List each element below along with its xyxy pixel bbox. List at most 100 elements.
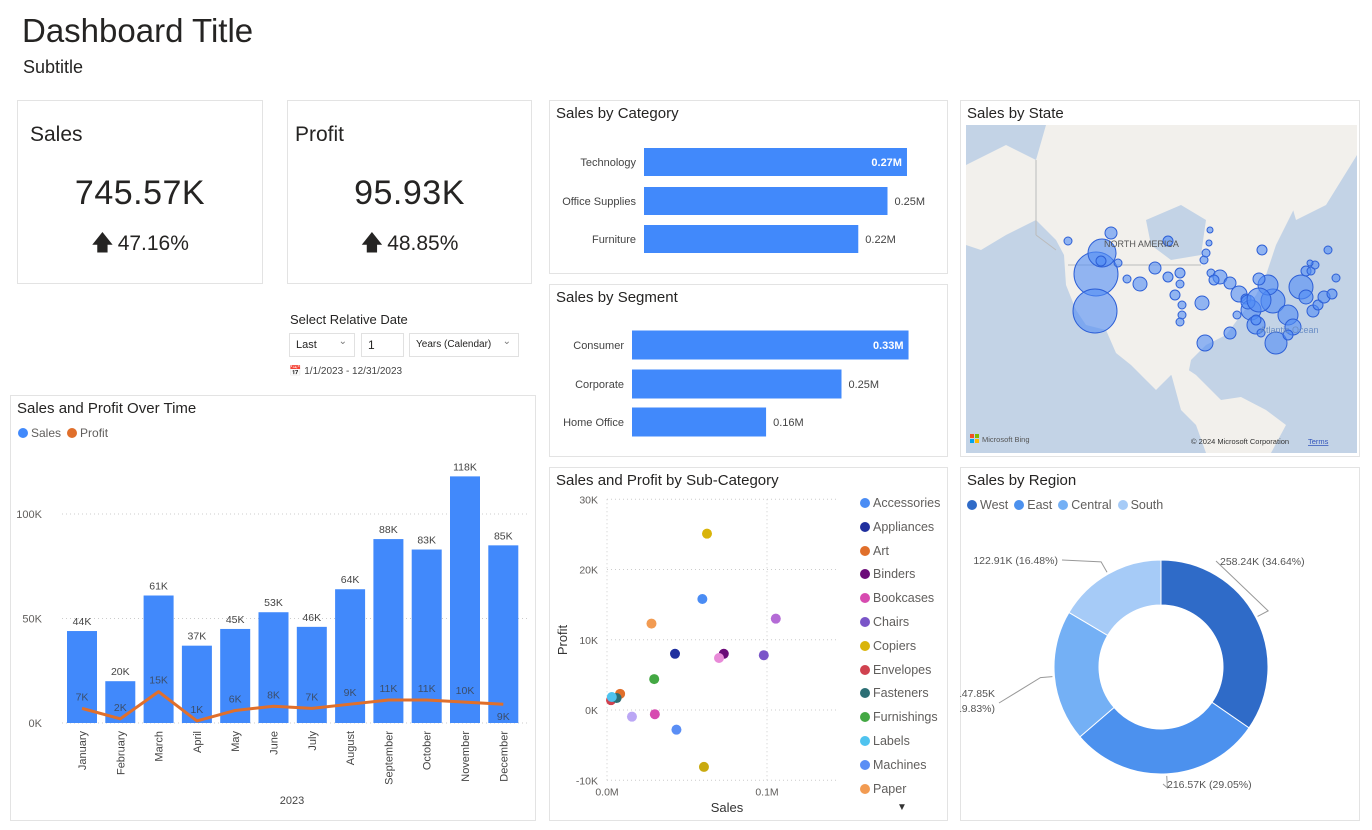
leader-line [1215,560,1270,617]
profit-kpi-card[interactable]: Profit 95.93K 🡅 48.85% [287,100,532,284]
line-data-label: 10K [456,685,475,697]
legend-scroll-down-icon[interactable]: ▼ [897,802,907,813]
x-tick-label: January [77,731,89,771]
bar-data-label: 88K [379,524,398,536]
scatter-point-copiers [702,528,712,539]
legend-item-fasteners[interactable]: Fasteners [860,686,940,710]
legend-item-furnishings[interactable]: Furnishings [860,710,940,734]
legend-item-art[interactable]: Art [860,544,940,568]
line-data-label: 11K [379,683,397,695]
map-canvas[interactable]: NORTH AMERICA Atlantic Ocean Microsoft B… [966,125,1357,453]
line-data-label: 8K [267,689,280,701]
bar-data-label: 118K [453,461,477,473]
y-tick-label: 20K [579,565,598,577]
bar-data-label: 85K [494,530,513,542]
slice-data-label: 258.24K (34.64%) [1220,556,1305,568]
bar-data-label: 53K [264,597,283,609]
state-bubble [1063,236,1073,246]
bar-december [488,545,519,723]
slice-data-label: 147.85K [960,688,995,700]
state-bubble [1104,226,1118,240]
sales-kpi-card[interactable]: Sales 745.57K 🡅 47.16% [17,100,263,284]
legend-label: Accessories [873,496,941,510]
date-range-text: 1/1/2023 - 12/31/2023 [304,366,403,377]
legend-item-east[interactable]: East [1014,498,1052,512]
state-bubble [1201,248,1211,258]
legend-dot-icon [860,783,870,794]
sales-profit-over-time-chart[interactable]: Sales and Profit Over Time Sales Profit [10,395,536,821]
line-data-label: 6K [229,693,242,705]
chart-legend: Sales Profit [18,426,108,440]
legend-item-machines[interactable]: Machines [860,758,940,782]
legend-item-central[interactable]: Central [1058,498,1112,512]
relative-unit-dropdown[interactable]: Years (Calendar) ⌄ [409,333,519,357]
legend-item-copiers[interactable]: Copiers [860,639,940,663]
legend-item-paper[interactable]: Paper [860,782,940,806]
sales-profit-subcategory-chart[interactable]: Sales and Profit by Sub-Category Accesso… [549,467,948,821]
relative-count-input[interactable]: 1 [361,333,404,357]
slice-data-label: 122.91K (16.48%) [973,555,1058,567]
bar-june [258,612,289,723]
legend-item-bookcases[interactable]: Bookcases [860,591,940,615]
legend-item-west[interactable]: West [967,498,1008,512]
date-range: 📅 1/1/2023 - 12/31/2023 [289,366,402,377]
time-chart-plot: 0K 50K 100K 44K 7K January 20K 2K February 61K 15K… [16,461,530,807]
chart-legend: West East Central South [967,498,1163,512]
scatter-legend: Accessories Appliances Art Binders Bookcases… [860,496,940,805]
legend-dot-icon [860,593,870,604]
relative-mode-dropdown[interactable]: Last ⌄ [289,333,355,357]
legend-item-south[interactable]: South [1117,498,1163,512]
line-data-label: 9K [344,687,357,699]
legend-item-envelopes[interactable]: Envelopes [860,663,940,687]
bar-data-label: 37K [188,631,207,643]
legend-label: Bookcases [873,591,935,606]
state-bubble [1162,271,1174,283]
legend-dot-icon [1058,500,1069,510]
x-tick-label: October [422,731,434,770]
bar-data-label: 0.25M [895,196,926,208]
bar-march [143,595,174,723]
x-tick-label: November [460,731,472,782]
slicer-title: Select Relative Date [290,312,408,327]
state-bubble [1282,329,1294,341]
legend-label: Central [1071,498,1112,512]
legend-item-appliances[interactable]: Appliances [860,520,940,544]
bar-january [67,631,97,723]
kpi-label: Profit [295,123,345,146]
state-bubble [1162,235,1174,247]
state-bubble [1306,259,1314,267]
legend-item-chairs[interactable]: Chairs [860,615,940,639]
state-bubble [1205,239,1213,247]
map-terms-link[interactable]: Terms [1308,437,1329,446]
legend-item-accessories[interactable]: Accessories [860,496,940,520]
legend-item-sales[interactable]: Sales [18,426,61,440]
state-bubble [1323,245,1333,255]
legend-label: Copiers [873,638,917,653]
x-tick-label: March [154,731,166,762]
legend-dot-icon [860,640,870,651]
legend-item-binders[interactable]: Binders [860,567,940,591]
state-bubble [1175,317,1185,327]
legend-dot-icon [1117,500,1128,510]
bar-data-label: 64K [341,574,360,586]
state-bubble [1087,238,1117,268]
x-tick-label: 0.0M [595,786,618,798]
x-tick-label: July [307,731,319,751]
kpi-label: Sales [30,123,83,146]
scatter-point-bookcases [649,709,660,720]
category-label: Technology [580,157,636,169]
legend-dot-icon [860,569,870,580]
legend-item-profit[interactable]: Profit [67,426,108,440]
map-copyright: © 2024 Microsoft Corporation [1191,437,1289,446]
state-bubble [1256,244,1268,256]
leader-line [998,676,1053,704]
bar-data-label: 0.27M [871,157,902,169]
bar-corporate [632,369,842,399]
y-tick-label: 10K [579,635,598,647]
bar-data-label: 0.22M [865,234,896,246]
chart-title: Sales by State [967,105,1064,122]
legend-item-labels[interactable]: Labels [860,734,940,758]
donut-slice-east [1079,701,1250,775]
legend-label: Labels [873,733,910,748]
chart-title: Sales by Category [556,105,679,122]
